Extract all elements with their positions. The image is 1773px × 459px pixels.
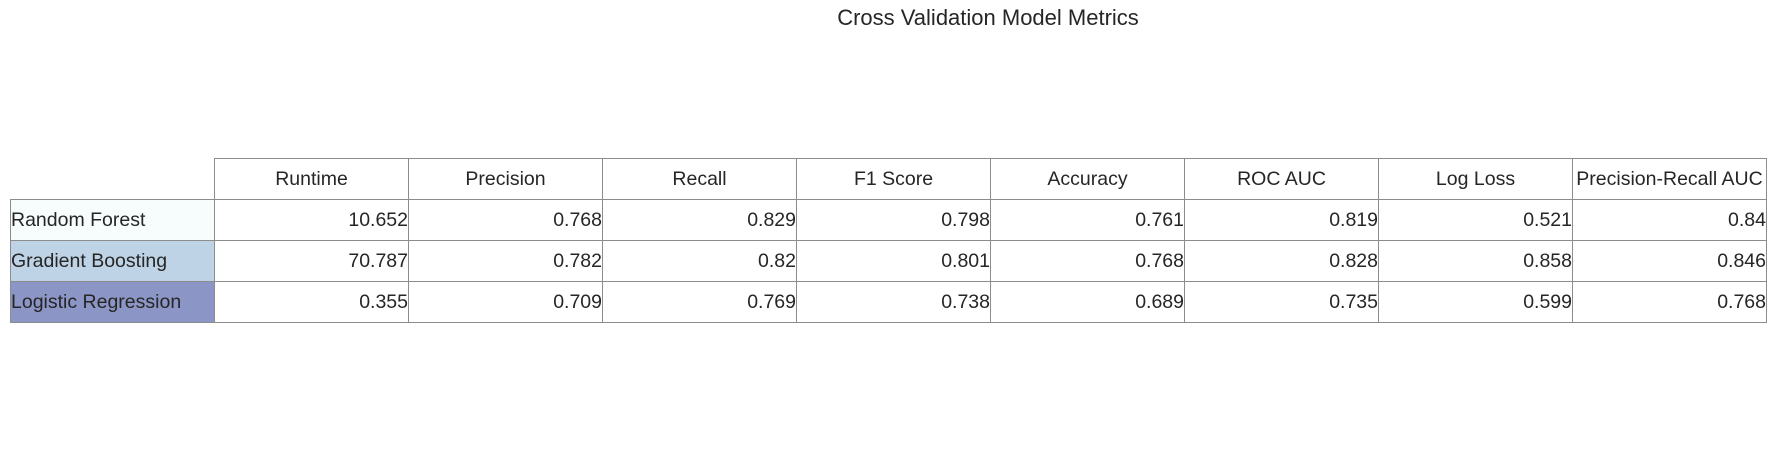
table-cell: 0.84: [1572, 199, 1767, 241]
table-row: Random Forest 10.652 0.768 0.829 0.798 0…: [10, 199, 1767, 241]
column-header-log-loss: Log Loss: [1378, 158, 1573, 200]
row-label-random-forest: Random Forest: [10, 199, 215, 241]
column-header-precision-recall-auc: Precision-Recall AUC: [1572, 158, 1767, 200]
table-cell: 0.521: [1378, 199, 1573, 241]
table-cell: 70.787: [214, 240, 409, 282]
column-header-roc-auc: ROC AUC: [1184, 158, 1379, 200]
table-cell: 0.709: [408, 281, 603, 323]
table-corner: [11, 159, 215, 200]
table-cell: 0.689: [990, 281, 1185, 323]
table-cell: 0.735: [1184, 281, 1379, 323]
table-cell: 0.798: [796, 199, 991, 241]
row-label-logistic-regression: Logistic Regression: [10, 281, 215, 323]
table-cell: 0.82: [602, 240, 797, 282]
table-cell: 0.819: [1184, 199, 1379, 241]
table-cell: 0.801: [796, 240, 991, 282]
table-cell: 0.828: [1184, 240, 1379, 282]
table-row: Logistic Regression 0.355 0.709 0.769 0.…: [10, 281, 1767, 323]
table-cell: 0.768: [1572, 281, 1767, 323]
header-row: Runtime Precision Recall F1 Score Accura…: [11, 158, 1767, 200]
table-row: Gradient Boosting 70.787 0.782 0.82 0.80…: [10, 240, 1767, 282]
table-cell: 0.782: [408, 240, 603, 282]
table-cell: 0.769: [602, 281, 797, 323]
table-cell: 0.768: [990, 240, 1185, 282]
table-cell: 0.761: [990, 199, 1185, 241]
table-cell: 0.829: [602, 199, 797, 241]
table-cell: 0.738: [796, 281, 991, 323]
chart-title: Cross Validation Model Metrics: [837, 5, 1139, 30]
column-header-recall: Recall: [602, 158, 797, 200]
column-header-accuracy: Accuracy: [990, 158, 1185, 200]
table-cell: 0.858: [1378, 240, 1573, 282]
table-cell: 0.846: [1572, 240, 1767, 282]
column-header-runtime: Runtime: [214, 158, 409, 200]
table-cell: 0.599: [1378, 281, 1573, 323]
column-header-precision: Precision: [408, 158, 603, 200]
column-header-f1-score: F1 Score: [796, 158, 991, 200]
table-cell: 10.652: [214, 199, 409, 241]
metrics-table: Runtime Precision Recall F1 Score Accura…: [10, 158, 1767, 323]
table-cell: 0.768: [408, 199, 603, 241]
row-label-gradient-boosting: Gradient Boosting: [10, 240, 215, 282]
table-cell: 0.355: [214, 281, 409, 323]
